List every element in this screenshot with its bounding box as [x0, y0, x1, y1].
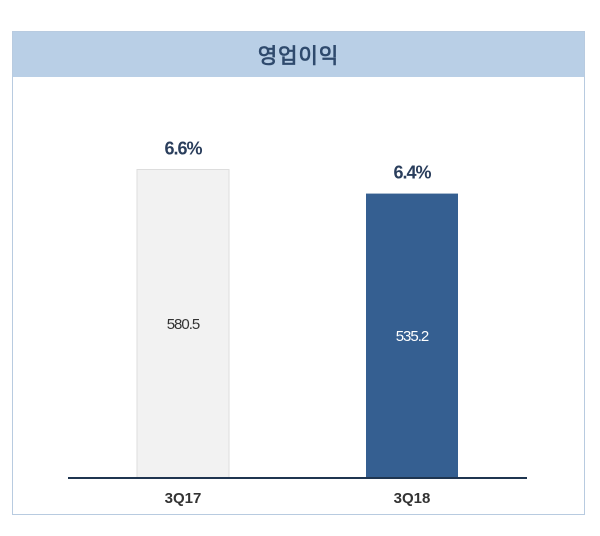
category-label: 3Q18: [394, 490, 431, 507]
bar-3q17: [136, 169, 230, 479]
chart-panel: 영업이익: [12, 31, 585, 515]
bar-value-label: 580.5: [167, 316, 200, 333]
bar-3q18: [366, 193, 458, 479]
chart-header: 영업이익: [13, 32, 584, 77]
bar-value-label: 535.2: [396, 328, 429, 345]
category-label: 3Q17: [165, 490, 202, 507]
chart-title: 영업이익: [257, 43, 340, 68]
margin-label: 6.6%: [164, 139, 202, 159]
margin-label: 6.4%: [393, 163, 431, 183]
